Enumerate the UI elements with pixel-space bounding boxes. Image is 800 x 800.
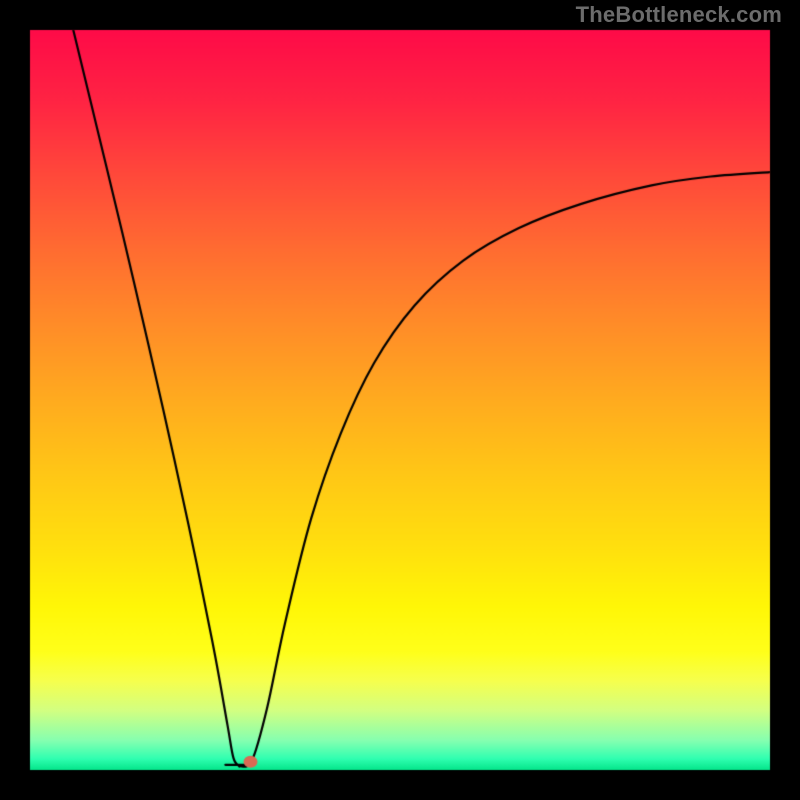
bottleneck-chart: TheBottleneck.com bbox=[0, 0, 800, 800]
curve-layer bbox=[0, 0, 800, 800]
watermark-text: TheBottleneck.com bbox=[576, 2, 782, 28]
